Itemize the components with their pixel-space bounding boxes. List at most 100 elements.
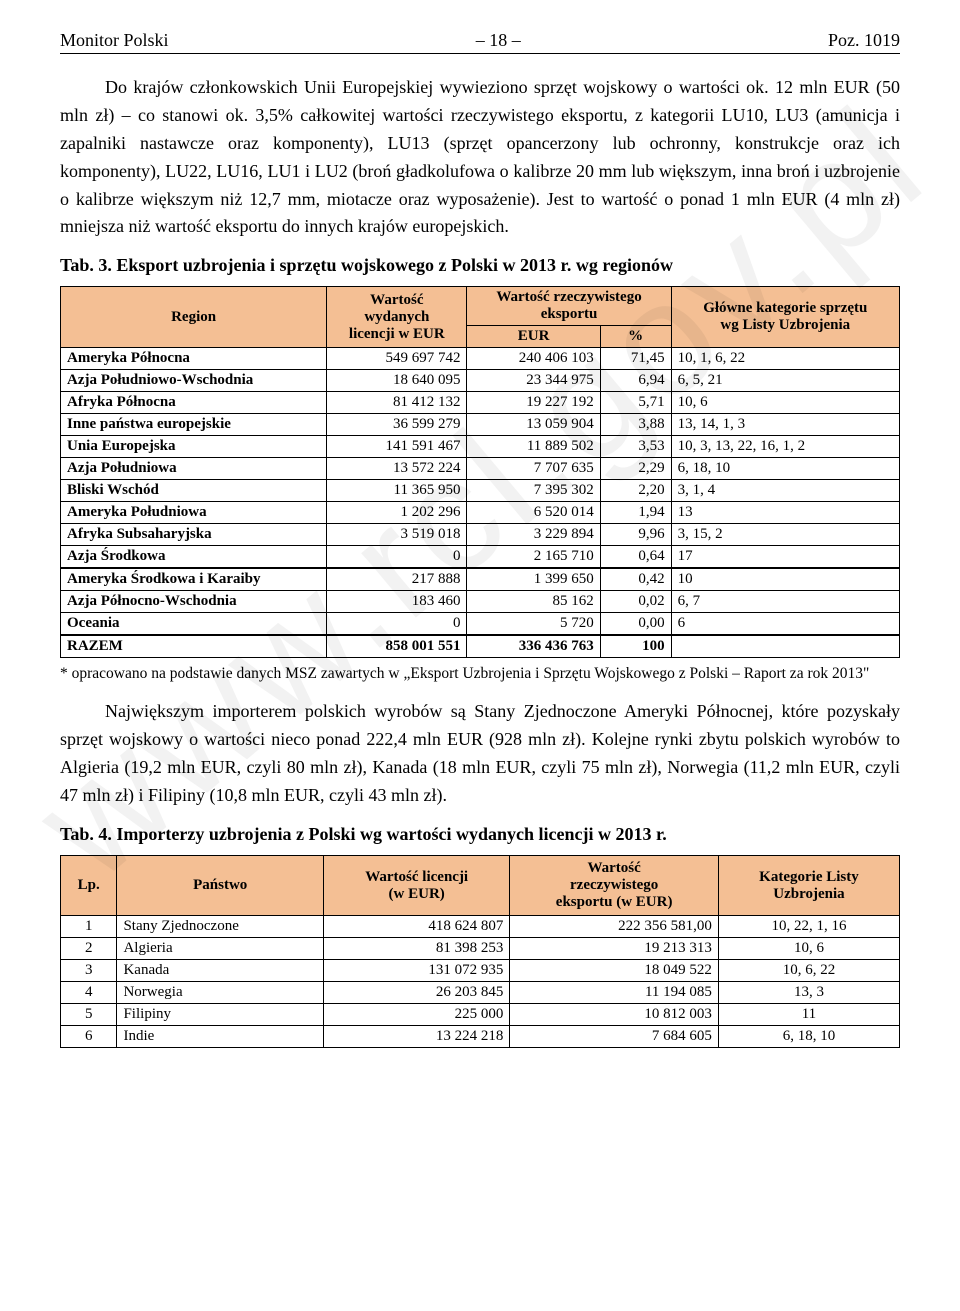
table-cell: 3 519 018 xyxy=(327,524,467,546)
table-cell: 10, 1, 6, 22 xyxy=(671,348,899,370)
table-row: Oceania05 7200,006 xyxy=(61,613,900,636)
table-cell: 17 xyxy=(671,546,899,569)
t4-h-kat: Kategorie Listy Uzbrojenia xyxy=(718,856,899,916)
header-right: Poz. 1019 xyxy=(828,30,900,51)
table-row: 1Stany Zjednoczone418 624 807222 356 581… xyxy=(61,916,900,938)
table-cell: 0,02 xyxy=(600,591,671,613)
table-row: Inne państwa europejskie36 599 27913 059… xyxy=(61,414,900,436)
table-cell: 3,53 xyxy=(600,436,671,458)
table-cell: 222 356 581,00 xyxy=(510,916,719,938)
t3-h-pct: % xyxy=(600,326,671,348)
table-cell: Kanada xyxy=(117,960,324,982)
table-row: Ameryka Południowa1 202 2966 520 0141,94… xyxy=(61,502,900,524)
table-cell: 100 xyxy=(600,635,671,658)
t4-h-eksport: Wartość rzeczywistego eksportu (w EUR) xyxy=(510,856,719,916)
table-cell: 19 227 192 xyxy=(467,392,600,414)
table-cell: 141 591 467 xyxy=(327,436,467,458)
table-cell: Filipiny xyxy=(117,1004,324,1026)
table-cell: 2 165 710 xyxy=(467,546,600,569)
table-cell: 549 697 742 xyxy=(327,348,467,370)
table-cell: 10 812 003 xyxy=(510,1004,719,1026)
paragraph-1: Do krajów członkowskich Unii Europejskie… xyxy=(60,74,900,241)
t3-h-region: Region xyxy=(61,287,327,348)
table-cell: 225 000 xyxy=(323,1004,509,1026)
table-cell: 10, 6 xyxy=(671,392,899,414)
table-cell: 336 436 763 xyxy=(467,635,600,658)
table-row: Bliski Wschód11 365 9507 395 3022,203, 1… xyxy=(61,480,900,502)
t3-h-eksport: Wartość rzeczywistego eksportu xyxy=(467,287,671,326)
table-row: Azja Południowa13 572 2247 707 6352,296,… xyxy=(61,458,900,480)
table-cell: 13, 14, 1, 3 xyxy=(671,414,899,436)
t3-h-lic: Wartość wydanych licencji w EUR xyxy=(327,287,467,348)
table-cell: 10, 22, 1, 16 xyxy=(718,916,899,938)
t4-h-panstwo: Państwo xyxy=(117,856,324,916)
table-cell: 85 162 xyxy=(467,591,600,613)
table-cell: 240 406 103 xyxy=(467,348,600,370)
table3-title: Tab. 3. Eksport uzbrojenia i sprzętu woj… xyxy=(60,255,900,276)
table-cell: Inne państwa europejskie xyxy=(61,414,327,436)
table-cell: 10 xyxy=(671,568,899,591)
t3-h-kat: Główne kategorie sprzętu wg Listy Uzbroj… xyxy=(671,287,899,348)
table-cell: 418 624 807 xyxy=(323,916,509,938)
table-cell: 3, 15, 2 xyxy=(671,524,899,546)
table-cell: 0,42 xyxy=(600,568,671,591)
table-cell: Norwegia xyxy=(117,982,324,1004)
table-cell: 13 xyxy=(671,502,899,524)
table-cell: 10, 3, 13, 22, 16, 1, 2 xyxy=(671,436,899,458)
table-row: Ameryka Środkowa i Karaiby217 8881 399 6… xyxy=(61,568,900,591)
table-cell: Indie xyxy=(117,1026,324,1048)
table-cell: 13 059 904 xyxy=(467,414,600,436)
table-row: 2Algieria81 398 25319 213 31310, 6 xyxy=(61,938,900,960)
table-cell: 10, 6 xyxy=(718,938,899,960)
table-cell: 217 888 xyxy=(327,568,467,591)
table-cell: 2,29 xyxy=(600,458,671,480)
table-cell: 6, 18, 10 xyxy=(718,1026,899,1048)
table-row: Azja Północno-Wschodnia183 46085 1620,02… xyxy=(61,591,900,613)
table-cell: 4 xyxy=(61,982,117,1004)
table-cell: 858 001 551 xyxy=(327,635,467,658)
table-row: Ameryka Północna549 697 742240 406 10371… xyxy=(61,348,900,370)
table-cell: Azja Północno-Wschodnia xyxy=(61,591,327,613)
table-row: 5Filipiny225 00010 812 00311 xyxy=(61,1004,900,1026)
table-row-total: RAZEM858 001 551336 436 763100 xyxy=(61,635,900,658)
table-cell: 36 599 279 xyxy=(327,414,467,436)
table-cell: 6, 7 xyxy=(671,591,899,613)
table-cell: Unia Europejska xyxy=(61,436,327,458)
table-cell: 0 xyxy=(327,613,467,636)
table-cell: 131 072 935 xyxy=(323,960,509,982)
table-cell: 11 194 085 xyxy=(510,982,719,1004)
table-cell: 6, 5, 21 xyxy=(671,370,899,392)
table-cell: Azja Środkowa xyxy=(61,546,327,569)
table-cell: 6, 18, 10 xyxy=(671,458,899,480)
table-cell: 71,45 xyxy=(600,348,671,370)
table-cell: 11 xyxy=(718,1004,899,1026)
t4-h-lic: Wartość licencji (w EUR) xyxy=(323,856,509,916)
table-cell: 81 412 132 xyxy=(327,392,467,414)
table-row: 3Kanada131 072 93518 049 52210, 6, 22 xyxy=(61,960,900,982)
table-row: Azja Południowo-Wschodnia18 640 09523 34… xyxy=(61,370,900,392)
table-cell: Azja Południowo-Wschodnia xyxy=(61,370,327,392)
table-cell: 13 224 218 xyxy=(323,1026,509,1048)
table-cell: 3,88 xyxy=(600,414,671,436)
table-cell: 6 520 014 xyxy=(467,502,600,524)
table-cell: 19 213 313 xyxy=(510,938,719,960)
table-cell: 11 365 950 xyxy=(327,480,467,502)
table-cell: Bliski Wschód xyxy=(61,480,327,502)
table-cell: 26 203 845 xyxy=(323,982,509,1004)
header-center: – 18 – xyxy=(476,30,521,51)
table3-footnote: * opracowano na podstawie danych MSZ zaw… xyxy=(60,664,900,684)
table-cell: 5 xyxy=(61,1004,117,1026)
table-cell: 183 460 xyxy=(327,591,467,613)
table-cell: 5 720 xyxy=(467,613,600,636)
table-cell: 0,00 xyxy=(600,613,671,636)
table-cell: 23 344 975 xyxy=(467,370,600,392)
table-cell: Azja Południowa xyxy=(61,458,327,480)
table-cell: Ameryka Północna xyxy=(61,348,327,370)
table-cell: 13 572 224 xyxy=(327,458,467,480)
table-cell: RAZEM xyxy=(61,635,327,658)
table-cell: 2,20 xyxy=(600,480,671,502)
table-cell: 18 049 522 xyxy=(510,960,719,982)
page: Monitor Polski – 18 – Poz. 1019 Do krajó… xyxy=(0,0,960,1078)
table-cell xyxy=(671,635,899,658)
table-cell: 2 xyxy=(61,938,117,960)
